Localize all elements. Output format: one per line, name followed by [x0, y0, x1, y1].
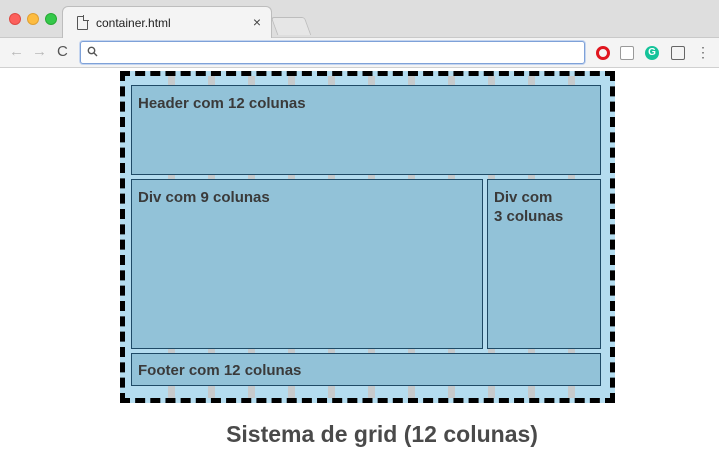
close-window-button[interactable]: [9, 13, 21, 25]
forward-button[interactable]: →: [32, 43, 47, 60]
tab-container-html[interactable]: container.html ×: [62, 6, 272, 39]
menu-icon[interactable]: ⋮: [696, 44, 710, 60]
new-tab-button[interactable]: [270, 17, 312, 35]
maximize-window-button[interactable]: [45, 13, 57, 25]
div-3-label: Div com 3 colunas: [494, 189, 564, 225]
footer-label: Footer com 12 colunas: [138, 362, 302, 379]
document-extension-icon[interactable]: [620, 46, 634, 60]
div-9-columns-block: Div com 9 colunas: [131, 179, 483, 349]
browser-titlebar: container.html ×: [0, 0, 719, 39]
browser-toolbar: ← → C G ⋮: [0, 38, 719, 68]
tab-close-icon[interactable]: ×: [252, 14, 261, 30]
minimize-window-button[interactable]: [27, 13, 39, 25]
grammarly-extension-icon[interactable]: G: [645, 46, 659, 60]
page-caption: Sistema de grid (12 colunas): [226, 421, 538, 447]
back-button[interactable]: ←: [9, 43, 24, 60]
address-bar[interactable]: [80, 41, 585, 64]
tab-title: container.html: [96, 16, 171, 30]
grid-container: Header com 12 colunas Div com 9 colunas …: [120, 71, 615, 403]
header-label: Header com 12 colunas: [138, 95, 306, 112]
footer-block: Footer com 12 colunas: [131, 353, 601, 386]
header-block: Header com 12 colunas: [131, 85, 601, 175]
cast-icon[interactable]: [671, 46, 685, 60]
reload-button[interactable]: C: [57, 43, 68, 60]
page-icon: [77, 15, 89, 30]
address-input[interactable]: [103, 44, 573, 61]
opera-extension-icon[interactable]: [596, 46, 610, 60]
div-3-columns-block: Div com 3 colunas: [487, 179, 601, 349]
search-icon: [87, 46, 98, 57]
div-9-label: Div com 9 colunas: [138, 189, 270, 206]
page-content: Header com 12 colunas Div com 9 colunas …: [0, 69, 719, 461]
